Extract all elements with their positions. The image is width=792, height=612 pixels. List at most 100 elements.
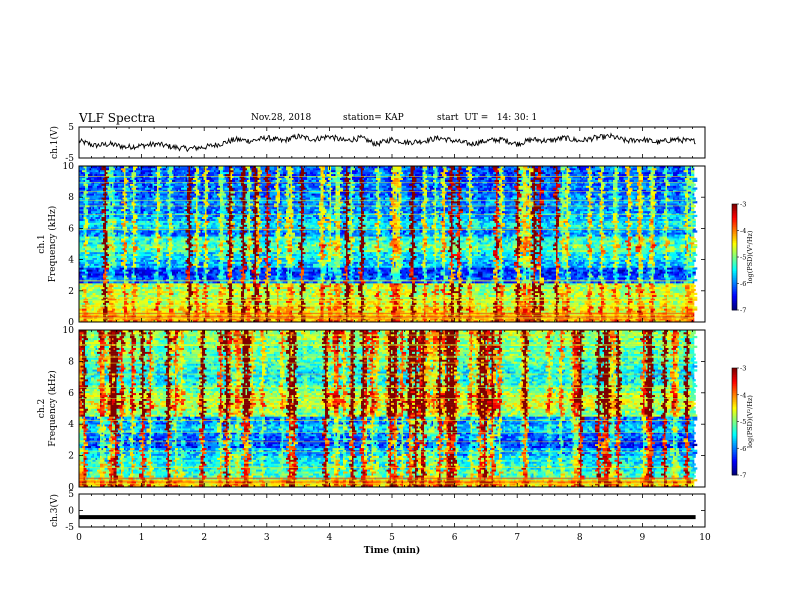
spectrogram-cell [457,308,462,311]
spectrogram-cell [284,283,288,286]
spectrogram-cell [490,300,495,303]
spectrogram-cell [623,300,629,303]
spectrogram-cell [253,288,255,292]
spectrogram-cell [184,286,189,290]
spectrogram-cell [341,284,347,288]
spectrogram-cell [544,281,549,284]
spectrogram-cell [635,310,638,313]
spectrogram-cell [397,290,399,294]
spectrogram-cell [253,320,258,323]
spectrogram-cell [116,320,120,323]
spectrogram-cell [433,306,435,309]
spectrogram-cell [412,283,416,286]
spectrogram-cell [407,286,413,290]
spectrogram-cell [632,290,636,294]
spectrogram-cell [592,302,594,305]
spectrogram-cell [544,320,546,323]
spectrogram-cell [374,286,377,290]
spectrogram-cell [677,308,683,311]
spectrogram-cell [547,288,552,292]
spectrogram-cell [368,310,374,313]
spectrogram-cell [325,292,329,296]
spectrogram-cell [574,294,576,297]
spectrogram-cell [655,290,659,294]
spectrogram-cell [604,283,608,286]
spectrogram-cell [502,300,504,303]
spectrogram-cell [418,283,422,286]
spectrogram-cell [133,320,138,323]
spectrogram-cell [133,306,135,309]
spectrogram-cell [364,290,366,294]
spectrogram-cell [238,306,242,309]
spectrogram-cell [502,310,506,313]
spectrogram-cell [458,320,462,323]
spectrogram-cell [577,298,579,301]
spectrogram-cell [178,284,180,288]
spectrogram-cell [571,310,575,313]
spectrogram-cell [571,308,573,311]
spectrogram-cell [617,284,623,288]
spectrogram-cell [524,286,527,290]
spectrogram-cell [137,320,140,323]
spectrogram-cell [664,308,668,311]
spectrogram-cell [580,306,582,309]
spectrogram-cell [268,284,270,288]
spectrogram-cell [575,281,578,284]
spectrogram-cell [565,286,567,290]
spectrogram-cell [406,320,411,323]
spectrogram-cell [208,294,212,297]
spectrogram-cell [176,306,180,309]
spectrogram-cell [412,286,416,290]
spectrogram-cell [496,298,500,301]
spectrogram-cell [200,306,203,309]
spectrogram-cell [470,288,474,292]
spectrogram-cell [182,308,186,311]
spectrogram-cell [403,281,407,284]
spectrogram-cell [665,281,671,284]
spectrogram-cell [242,302,245,305]
spectrogram-cell [251,320,254,323]
spectrogram-cell [418,306,422,309]
spectrogram-cell [214,308,216,311]
spectrogram-cell [107,306,111,309]
spectrogram-cell [208,283,210,286]
spectrogram-cell [628,286,632,290]
spectrogram-cell [682,300,684,303]
spectrogram-cell [599,288,602,292]
spectrogram-cell [175,290,177,294]
spectrogram-cell [628,288,630,292]
spectrogram-cell [373,284,378,288]
spectrogram-cell [548,302,552,305]
spectrogram-cell [190,300,194,303]
spectrogram-cell [424,286,426,290]
spectrogram-cell [149,283,152,286]
spectrogram-cell [340,294,342,297]
spectrogram-cell [526,300,528,303]
spectrogram-cell [422,292,428,296]
spectrogram-cell [94,286,99,290]
spectrogram-cell [151,292,155,296]
spectrogram-cell [454,281,458,284]
spectrogram-cell [173,284,179,288]
spectrogram-cell [110,310,114,313]
spectrogram-cell [565,288,567,292]
spectrogram-cell [646,281,650,284]
spectrogram-cell [152,320,155,323]
spectrogram-cell [184,284,188,288]
spectrogram-cell [485,310,488,313]
spectrogram-cell [320,286,326,290]
spectrogram-cell [676,298,680,301]
spectrogram-cell [665,283,669,286]
spectrogram-cell [154,284,158,288]
spectrogram-cell [305,308,308,311]
spectrogram-cell [514,298,516,301]
spectrogram-cell [358,298,362,301]
spectrogram-cell [211,294,213,297]
spectrogram-cell [484,320,486,323]
spectrogram-cell [650,281,656,284]
chart-title: VLF Spectra [79,111,155,125]
spectrogram-cell [629,288,632,292]
spectrogram-cell [112,298,117,301]
spectrogram-cell [545,310,549,313]
spectrogram-cell [485,308,488,311]
